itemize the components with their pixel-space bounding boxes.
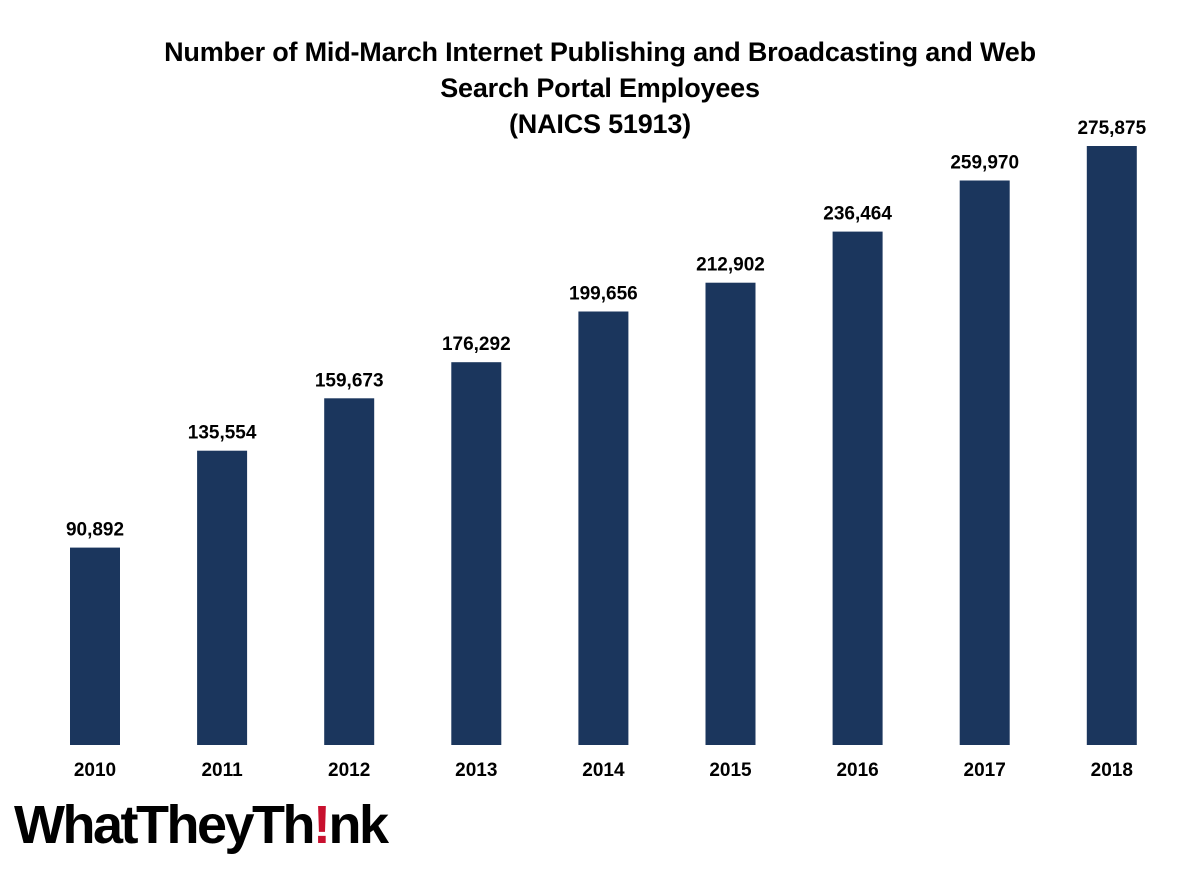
logo-text-end: nk <box>328 795 389 855</box>
x-tick-label-2017: 2017 <box>964 760 1006 781</box>
whattheythink-logo[interactable]: WhatTheyTh!nk <box>14 790 389 860</box>
x-tick-label-2012: 2012 <box>328 760 370 781</box>
chart-title-line-1: Number of Mid-March Internet Publishing … <box>164 37 1036 67</box>
data-label-2015: 212,902 <box>696 255 765 276</box>
bar-2014 <box>578 311 629 745</box>
bar-2017 <box>959 180 1010 745</box>
chart-title-line-3: (NAICS 51913) <box>509 109 691 139</box>
x-tick-label-2015: 2015 <box>709 760 752 781</box>
x-tick-label-2010: 2010 <box>74 760 116 781</box>
data-label-2014: 199,656 <box>569 284 638 305</box>
bar-2011 <box>197 450 248 745</box>
data-label-2017: 259,970 <box>950 153 1019 174</box>
bar-2016 <box>832 231 883 746</box>
data-label-2016: 236,464 <box>823 204 892 225</box>
x-tick-label-2018: 2018 <box>1091 760 1133 781</box>
x-tick-label-2016: 2016 <box>836 760 878 781</box>
data-label-2011: 135,554 <box>188 423 257 444</box>
logo-text-start: WhatTheyTh <box>14 795 315 855</box>
data-label-2010: 90,892 <box>66 520 124 541</box>
data-label-2018: 275,875 <box>1077 118 1146 139</box>
x-tick-label-2011: 2011 <box>201 760 243 781</box>
data-label-2013: 176,292 <box>442 334 511 355</box>
bar-2013 <box>451 362 502 745</box>
x-tick-label-2014: 2014 <box>582 760 625 781</box>
data-label-2012: 159,673 <box>315 370 384 391</box>
logo-exclamation-mark: ! <box>312 795 331 855</box>
bar-2018 <box>1086 146 1137 745</box>
chart-title-line-2: Search Portal Employees <box>440 73 760 103</box>
bar-2010 <box>70 547 120 745</box>
chart-title: Number of Mid-March Internet Publishing … <box>0 34 1200 142</box>
x-tick-label-2013: 2013 <box>455 760 497 781</box>
bar-2015 <box>705 282 756 745</box>
bar-2012 <box>324 398 375 745</box>
